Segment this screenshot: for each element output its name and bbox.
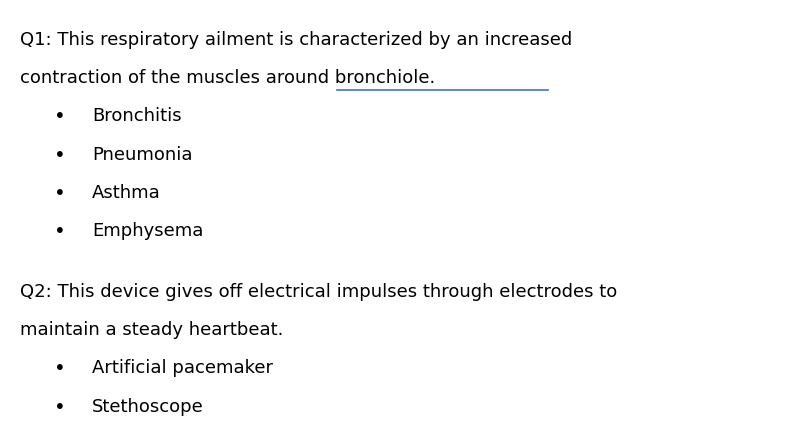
Text: •: • <box>54 398 66 417</box>
Text: •: • <box>54 107 66 126</box>
Text: Bronchitis: Bronchitis <box>92 107 182 125</box>
Text: •: • <box>54 146 66 165</box>
Text: maintain a steady heartbeat.: maintain a steady heartbeat. <box>20 321 283 339</box>
Text: Artificial pacemaker: Artificial pacemaker <box>92 359 273 377</box>
Text: •: • <box>54 359 66 378</box>
Text: Pneumonia: Pneumonia <box>92 146 193 164</box>
Text: •: • <box>54 222 66 242</box>
Text: Q1: This respiratory ailment is characterized by an increased: Q1: This respiratory ailment is characte… <box>20 31 572 48</box>
Text: Asthma: Asthma <box>92 184 161 202</box>
Text: Stethoscope: Stethoscope <box>92 398 204 416</box>
Text: •: • <box>54 184 66 203</box>
Text: contraction of the muscles around bronchiole.: contraction of the muscles around bronch… <box>20 69 435 87</box>
Text: Q2: This device gives off electrical impulses through electrodes to: Q2: This device gives off electrical imp… <box>20 283 618 300</box>
Text: Emphysema: Emphysema <box>92 222 203 240</box>
